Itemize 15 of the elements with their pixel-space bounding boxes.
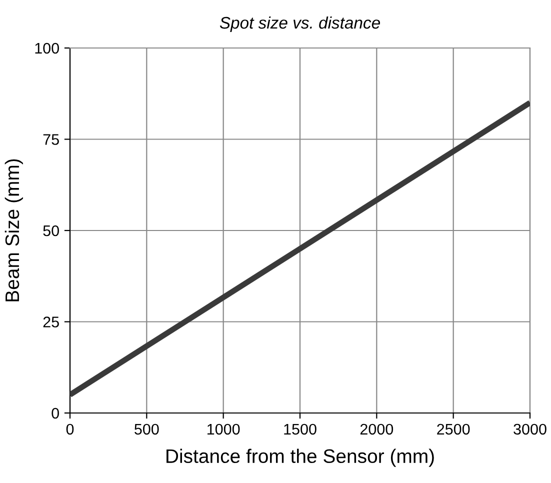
x-tick-label: 2000 (360, 424, 394, 435)
y-axis-title: Beam Size (mm) (4, 159, 23, 302)
x-tick-label: 1500 (284, 424, 316, 435)
x-tick-label: 2500 (437, 424, 470, 435)
y-tick-label: 100 (35, 42, 59, 54)
y-tick-label: 50 (43, 225, 59, 236)
y-tick-label: 25 (43, 316, 59, 328)
chart-title: Spot size vs. distance (220, 16, 380, 32)
y-tick-label: 0 (52, 408, 59, 419)
x-axis-title: Distance from the Sensor (mm) (166, 448, 434, 467)
x-tick-label: 500 (134, 424, 159, 435)
y-tick-label: 75 (43, 134, 59, 145)
x-tick-label: 3000 (514, 424, 546, 435)
x-tick-label: 1000 (208, 424, 240, 435)
x-tick-label: 0 (66, 424, 74, 435)
